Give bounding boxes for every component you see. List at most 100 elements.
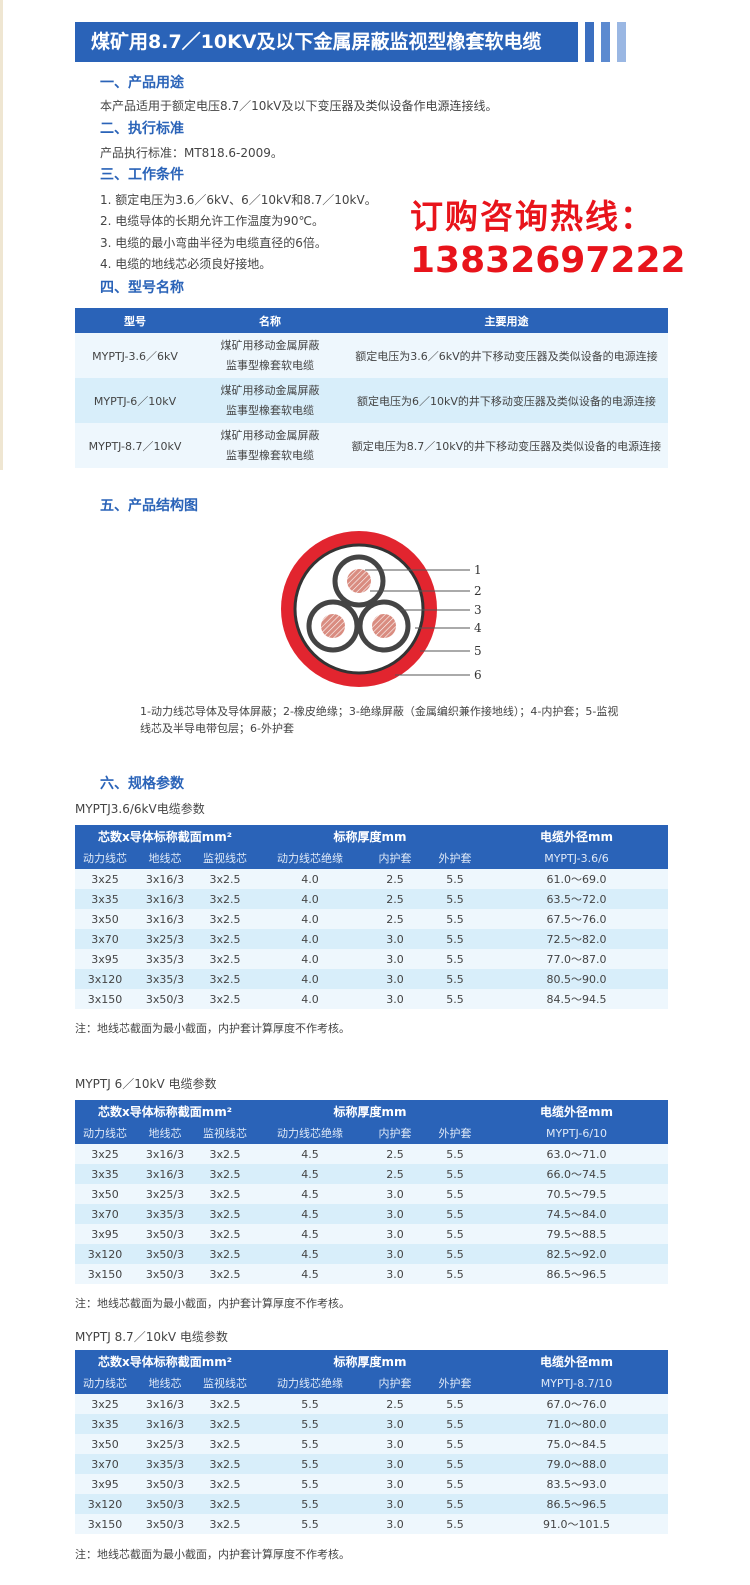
table-row: 3x120 3x50/3 3x2.5 4.5 3.0 5.5 82.5～92.0 [75,1244,668,1264]
section-heading: 四、型号名称 [100,280,184,296]
table-cell: 3x16/3 [135,869,195,889]
table-cell: 3.0 [365,1514,425,1534]
table-cell: 煤矿用移动金属屏蔽监事型橡套软电缆 [195,378,345,423]
title-stripe [617,22,626,62]
col-header: 监视线芯 [195,847,255,869]
table-cell: 82.5～92.0 [485,1244,668,1264]
table-cell: 3x25/3 [135,1434,195,1454]
table-cell: MYPTJ-8.7／10kV [75,423,195,468]
spec-table-label: MYPTJ 8.7／10kV 电缆参数 [75,1330,228,1344]
col-header: 动力线芯 [75,1372,135,1394]
table-row: 3x150 3x50/3 3x2.5 4.0 3.0 5.5 84.5～94.5 [75,989,668,1009]
table-cell: 4.5 [255,1264,365,1284]
diagram-label: 5 [474,644,482,658]
table-cell: 3x25 [75,1394,135,1414]
section-text: 本产品适用于额定电压8.7／10kV及以下变压器及类似设备作电源连接线。 [100,99,498,113]
table-cell: 3x2.5 [195,1454,255,1474]
core [357,599,411,653]
col-header: 主要用途 [345,308,668,333]
title-stripe [585,22,594,62]
table-cell: 3x16/3 [135,1394,195,1414]
group-header: 电缆外径mm [485,825,668,847]
table-cell: 3x25/3 [135,929,195,949]
table-row: 3x50 3x16/3 3x2.5 4.0 2.5 5.5 67.5～76.0 [75,909,668,929]
table-cell: 3.0 [365,1184,425,1204]
table-row: 3x35 3x16/3 3x2.5 5.5 3.0 5.5 71.0～80.0 [75,1414,668,1434]
table-cell: 3x35 [75,1414,135,1434]
table-cell: 72.5～82.0 [485,929,668,949]
core [332,554,386,608]
table-row: 3x95 3x35/3 3x2.5 4.0 3.0 5.5 77.0～87.0 [75,949,668,969]
table-cell: 3x2.5 [195,1434,255,1454]
table-cell: 5.5 [425,869,485,889]
spec-table-label: MYPTJ 6／10kV 电缆参数 [75,1077,217,1091]
table-cell: 额定电压为6／10kV的井下移动变压器及类似设备的电源连接 [345,378,668,423]
table-cell: 3x95 [75,949,135,969]
table-row: 3x70 3x25/3 3x2.5 4.0 3.0 5.5 72.5～82.0 [75,929,668,949]
col-header: 名称 [195,308,345,333]
table-cell: 84.5～94.5 [485,989,668,1009]
table-note: 注：地线芯截面为最小截面，内护套计算厚度不作考核。 [75,1022,350,1035]
table-cell: 5.5 [425,1394,485,1414]
table-row: MYPTJ-3.6／6kV 煤矿用移动金属屏蔽监事型橡套软电缆 额定电压为3.6／6… [75,333,668,378]
table-cell: 煤矿用移动金属屏蔽监事型橡套软电缆 [195,423,345,468]
table-cell: 3x2.5 [195,1264,255,1284]
table-cell: 77.0～87.0 [485,949,668,969]
group-header: 标称厚度mm [255,1350,485,1372]
table-row: 3x25 3x16/3 3x2.5 5.5 2.5 5.5 67.0～76.0 [75,1394,668,1414]
table-cell: 3x2.5 [195,1224,255,1244]
table-cell: 5.5 [255,1494,365,1514]
table-cell: 3x70 [75,929,135,949]
table-cell: 3x50/3 [135,1264,195,1284]
section-heading: 二、执行标准 [100,121,184,137]
table-cell: MYPTJ-3.6／6kV [75,333,195,378]
group-header: 电缆外径mm [485,1350,668,1372]
table-cell: 3x2.5 [195,1474,255,1494]
table-cell: 4.0 [255,869,365,889]
table-cell: 5.5 [425,1244,485,1264]
table-cell: 83.5～93.0 [485,1474,668,1494]
table-cell: 4.5 [255,1184,365,1204]
condition-item: 1. 额定电压为3.6／6kV、6／10kV和8.7／10kV。 [100,193,377,207]
table-cell: MYPTJ-6／10kV [75,378,195,423]
table-cell: 66.0～74.5 [485,1164,668,1184]
section-heading: 一、产品用途 [100,75,184,91]
group-header: 电缆外径mm [485,1100,668,1122]
table-cell: 3x25 [75,869,135,889]
table-row: 3x95 3x50/3 3x2.5 4.5 3.0 5.5 79.5～88.5 [75,1224,668,1244]
table-cell: 3x120 [75,969,135,989]
group-header: 标称厚度mm [255,1100,485,1122]
table-cell: 3.0 [365,949,425,969]
table-cell: 4.0 [255,889,365,909]
table-cell: 额定电压为8.7／10kV的井下移动变压器及类似设备的电源连接 [345,423,668,468]
page-title: 煤矿用8.7／10KV及以下金属屏蔽监视型橡套软电缆 [75,22,578,62]
table-cell: 3x50 [75,909,135,929]
table-cell: 3x2.5 [195,1144,255,1164]
table-cell: 2.5 [365,1164,425,1184]
table-cell: 5.5 [425,1494,485,1514]
group-header: 芯数x导体标称截面mm² [75,825,255,847]
table-row: MYPTJ-6／10kV 煤矿用移动金属屏蔽监事型橡套软电缆 额定电压为6／10kV… [75,378,668,423]
table-cell: 5.5 [255,1474,365,1494]
diagram-legend: 1-动力线芯导体及导体屏蔽；2-橡皮绝缘；3-绝缘屏蔽（金属编织兼作接地线）；4… [140,705,619,735]
table-cell: 61.0～69.0 [485,869,668,889]
table-cell: 4.5 [255,1244,365,1264]
col-header: 动力线芯绝缘 [255,1122,365,1144]
table-cell: 5.5 [425,969,485,989]
table-cell: 3x2.5 [195,949,255,969]
core [306,599,360,653]
table-row: 3x70 3x35/3 3x2.5 4.5 3.0 5.5 74.5～84.0 [75,1204,668,1224]
table-cell: 3.0 [365,1454,425,1474]
table-cell: 63.5～72.0 [485,889,668,909]
table-cell: 3x95 [75,1474,135,1494]
condition-item: 2. 电缆导体的长期允许工作温度为90℃。 [100,214,325,228]
table-cell: 3.0 [365,929,425,949]
hotline-number: 13832697222 [410,240,686,281]
col-header: MYPTJ-8.7/10 [485,1372,668,1394]
table-cell: 5.5 [425,889,485,909]
table-cell: 3x16/3 [135,1164,195,1184]
table-cell: 3x35/3 [135,1454,195,1474]
diagram-label: 3 [474,603,482,617]
diagram-label: 6 [474,668,482,682]
table-cell: 5.5 [425,1514,485,1534]
